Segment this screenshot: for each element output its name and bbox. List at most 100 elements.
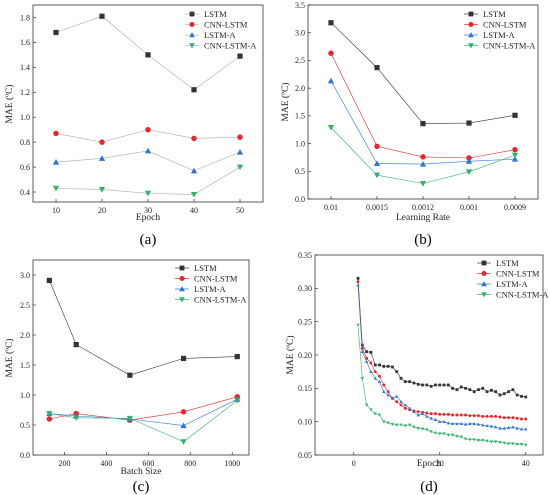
y-axis-label: MAE (ºC) [280,82,291,121]
data-point [459,435,463,439]
data-point [356,276,360,280]
data-point [234,397,241,404]
data-point [520,394,523,398]
data-point [369,408,373,412]
data-point [434,383,437,387]
x-axis-label: Epoch [136,213,161,223]
data-point [98,187,106,193]
legend-entry: LSTM [194,263,217,273]
data-point [481,386,485,390]
series-cnn-lstm [53,126,243,145]
data-point [374,65,380,71]
data-point [524,443,528,447]
series-line [49,400,238,443]
y-tick-label: 0.30 [298,284,312,293]
legend-marker [179,275,185,282]
data-point [485,414,489,418]
data-point [373,370,377,374]
legend-entry: LSTM [496,258,519,268]
data-point [236,164,244,171]
data-point [421,383,424,387]
y-tick-label: 1.2 [20,88,30,97]
data-point [399,376,403,380]
y-tick-label: 0.5 [20,421,30,430]
data-point [46,416,53,422]
y-tick-label: 1.0 [20,113,30,122]
data-point [395,370,399,374]
data-point [180,355,187,361]
data-point [442,412,446,416]
data-point [511,442,515,446]
data-point [494,390,498,394]
data-point [190,167,198,174]
chart-panel-1: 10 20 30 40 50 0.4 0.6 0.8 1.0 1.2 1.4 1.6 1.8 Epoch M… [4,4,264,248]
data-point [377,379,382,384]
data-point [403,424,408,428]
x-tick-label: 40 [522,459,530,468]
data-point [498,393,502,397]
data-point [360,376,365,381]
data-point [53,130,59,137]
chart-panel-4: 0 20 40 0.05 0.10 0.15 0.20 0.25 0.30 0.35 Epoch MA… [285,251,549,495]
data-point [476,422,481,426]
data-point [511,425,515,429]
data-point [493,440,498,444]
data-point [378,363,381,367]
x-tick-label: 40 [190,206,198,215]
data-point [489,424,494,428]
data-point [481,414,485,418]
legend-marker [189,32,195,38]
data-point [472,421,476,426]
legend-marker [468,43,474,49]
x-tick-label: 0 [352,459,356,468]
data-point [465,158,473,164]
data-point [515,393,519,397]
series-cnn-lstm-a [46,397,241,445]
data-point [512,112,518,118]
series-line [357,324,526,446]
data-point [386,390,390,394]
series-line [55,166,241,195]
data-point [419,180,427,187]
data-point [374,143,380,150]
data-point [524,427,528,431]
data-point [425,383,429,387]
data-point [420,154,426,160]
series-cnn-lstm [328,50,518,161]
data-point [395,400,399,404]
x-tick-label: 10 [52,206,60,215]
data-point [511,155,519,162]
data-point [420,121,426,127]
data-point [369,361,373,365]
legend-marker [481,260,487,266]
y-axis-label: MAE (ºC) [285,335,296,374]
data-point [180,439,187,445]
data-point [52,185,60,192]
series-line [330,53,516,159]
data-point [365,356,369,360]
data-point [98,155,106,161]
legend-entry: CNN-LSTM [483,20,527,30]
data-point [328,20,334,26]
data-point [524,395,528,399]
y-tick-label: 1.5 [295,112,305,121]
data-point [472,414,476,418]
data-point [373,412,377,416]
data-point [390,422,395,427]
legend-entry: CNN-LSTM-A [194,295,247,305]
data-point [451,413,455,417]
data-point [442,383,446,387]
data-point [369,369,373,374]
legend-marker [179,265,185,271]
data-point [450,421,455,426]
data-point [515,416,519,420]
data-point [234,354,240,360]
data-point [481,423,485,427]
series-line [357,278,526,398]
data-point [412,409,416,414]
data-point [493,425,498,429]
data-point [524,417,528,421]
